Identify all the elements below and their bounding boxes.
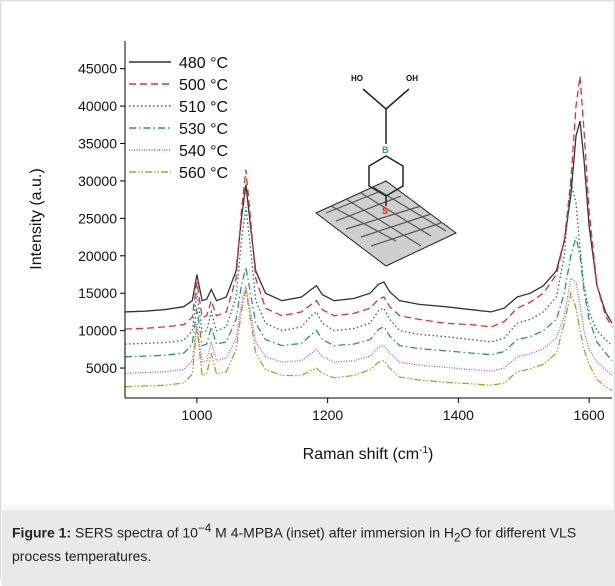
- nanowires: [325, 186, 447, 247]
- y-tick-label: 10000: [78, 323, 117, 339]
- x-tick-label: 1400: [443, 407, 474, 423]
- caption-sub: 2: [454, 531, 461, 545]
- legend-label: 560 °C: [179, 165, 228, 182]
- x-tick-label: 1000: [181, 407, 212, 423]
- legend-label: 540 °C: [179, 143, 228, 160]
- x-tick-label: 1200: [312, 407, 343, 423]
- bond: [362, 88, 387, 110]
- y-tick-label: 40000: [78, 98, 117, 114]
- inset-molecule: HO OH B S: [315, 74, 457, 267]
- plot-bg: [2, 2, 613, 505]
- x-label-end: ): [428, 446, 433, 463]
- legend-label: 480 °C: [179, 55, 228, 72]
- caption-text: M 4-MPBA (inset) after immersion in H: [211, 524, 454, 541]
- y-tick-label: 30000: [78, 173, 117, 189]
- legend-label: 530 °C: [179, 121, 228, 138]
- caption-text: SERS spectra of 10: [71, 524, 198, 541]
- caption: Figure 1: SERS spectra of 10−4 M 4-MPBA …: [2, 510, 615, 586]
- y-axis-label: Intensity (a.u.): [28, 168, 45, 269]
- inset-label: OH: [406, 74, 418, 83]
- y-tick-label: 20000: [78, 248, 117, 264]
- y-tick-label: 25000: [78, 210, 117, 226]
- y-tick-label: 5000: [86, 360, 117, 376]
- x-tick-label: 1600: [574, 407, 605, 423]
- x-axis-label: Raman shift (cm-1): [303, 445, 434, 463]
- bond: [385, 88, 410, 110]
- inset-label: HO: [351, 74, 363, 83]
- series-line: [124, 76, 613, 330]
- series-line: [124, 180, 613, 347]
- y-tick-label: 45000: [78, 61, 117, 77]
- legend-label: 510 °C: [179, 99, 228, 116]
- series-line: [124, 277, 613, 376]
- chart: Intensity (a.u.) Raman shift (cm-1) 5000…: [2, 2, 613, 505]
- caption-text: O for different VLS process temperatures…: [12, 524, 577, 565]
- legend-label: 500 °C: [179, 77, 228, 94]
- series-line: [124, 236, 613, 362]
- y-tick-label: 35000: [78, 136, 117, 152]
- inset-label: S: [382, 206, 388, 216]
- x-label-sup: -1: [419, 445, 428, 456]
- caption-sup: −4: [197, 522, 212, 535]
- inset-label: B: [382, 145, 389, 155]
- caption-label: Figure 1:: [12, 524, 72, 541]
- x-label-text: Raman shift (cm: [303, 446, 419, 463]
- y-tick-label: 15000: [78, 285, 117, 301]
- series-line: [124, 289, 613, 392]
